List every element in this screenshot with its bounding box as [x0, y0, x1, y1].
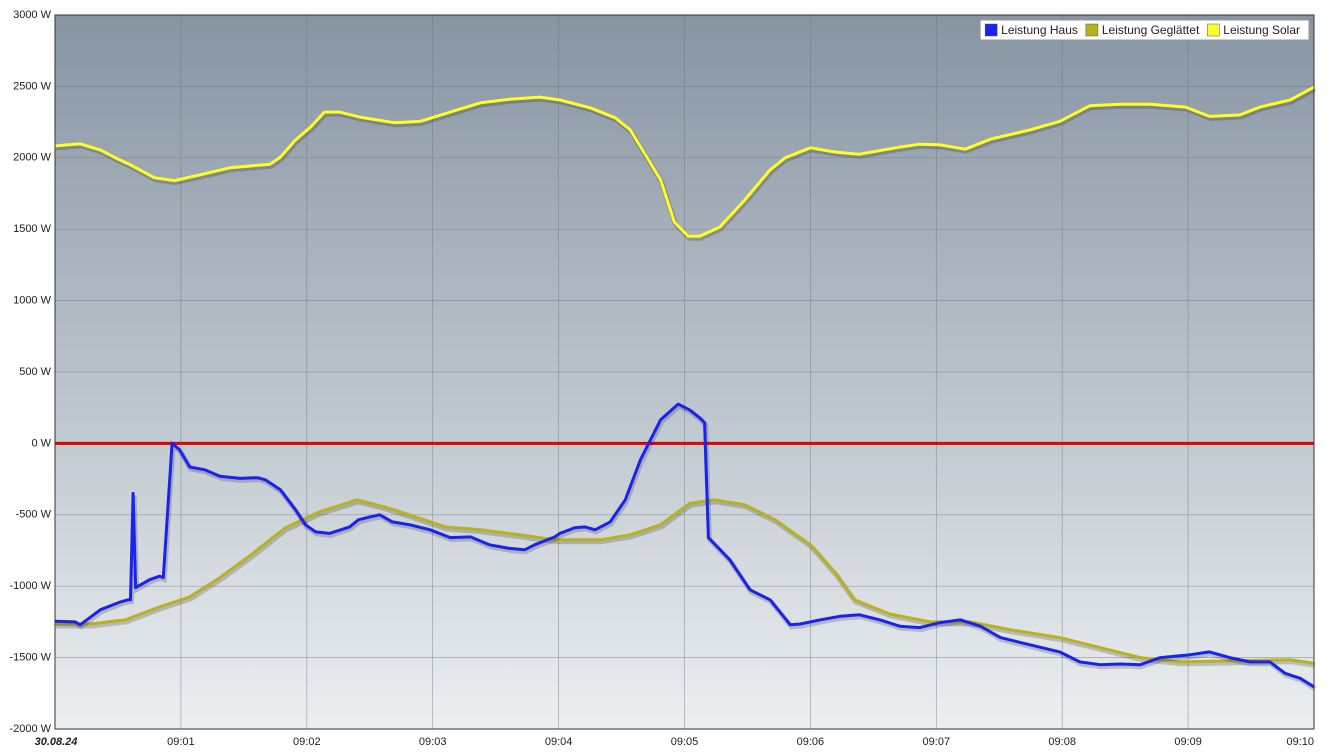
legend-swatch[interactable]: [984, 23, 998, 37]
y-tick-label: -2000 W: [9, 723, 51, 735]
line-shadow: [56, 499, 1316, 668]
y-tick-label: 3000 W: [13, 9, 52, 21]
series-line: [54, 85, 1315, 238]
y-tick-label: 500 W: [19, 366, 51, 378]
x-tick-label: 30.08.24: [35, 736, 78, 748]
y-tick-label: 2500 W: [13, 80, 52, 92]
legend-label[interactable]: Leistung Solar: [1223, 23, 1300, 37]
legend-swatch[interactable]: [1085, 23, 1099, 37]
x-tick-label: 09:04: [545, 736, 573, 748]
y-tick-label: 2000 W: [13, 152, 52, 164]
x-tick-label: 09:02: [293, 736, 321, 748]
x-tick-label: 09:10: [1286, 736, 1314, 748]
x-tick-label: 09:06: [797, 736, 825, 748]
x-tick-label: 09:07: [923, 736, 951, 748]
y-tick-label: 0 W: [31, 437, 51, 449]
x-tick-label: 09:08: [1048, 736, 1076, 748]
x-tick-label: 09:05: [671, 736, 699, 748]
y-tick-label: 1500 W: [13, 223, 52, 235]
plot-frame: [54, 14, 1315, 730]
legend-swatch[interactable]: [1207, 23, 1220, 37]
y-tick-label: -500 W: [16, 509, 52, 521]
series-line: [54, 402, 1315, 689]
y-tick-label: 1000 W: [13, 295, 52, 307]
legend-label[interactable]: Leistung Geglättet: [1102, 23, 1200, 37]
legend-box: [979, 19, 1310, 41]
series-line: [55, 498, 1315, 665]
y-tick-label: -1000 W: [9, 580, 51, 592]
series: [54, 85, 1317, 692]
axes: -2000 W -1500 W -1000 W -500 W 0 W 500 W 1000 …: [9, 9, 1314, 748]
y-tick-label: -1500 W: [9, 652, 51, 664]
x-tick-label: 09:01: [167, 736, 195, 748]
x-tick-label: 09:03: [419, 736, 447, 748]
legend[interactable]: Leistung Haus Leistung Geglättet Leistung …: [979, 19, 1310, 41]
x-tick-label: 09:09: [1174, 736, 1202, 748]
legend-label[interactable]: Leistung Haus: [1001, 23, 1078, 37]
